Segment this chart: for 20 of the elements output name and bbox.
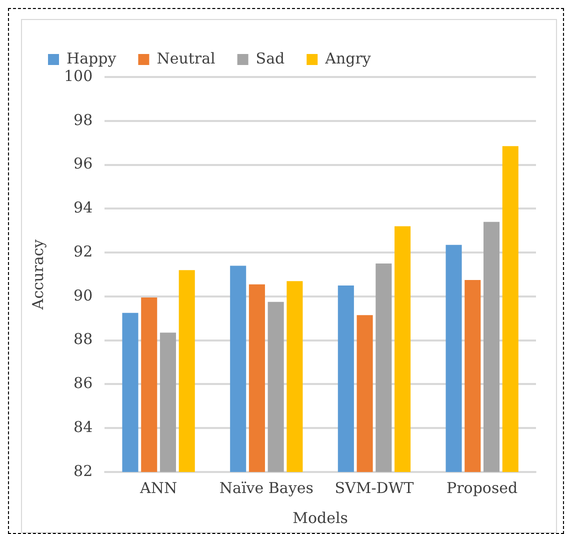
y-tick-label: 96: [74, 154, 93, 173]
x-tick-label: Naïve Bayes: [219, 478, 314, 497]
y-tick-label: 82: [74, 462, 93, 480]
legend-label: Neutral: [156, 49, 216, 68]
legend-label: Angry: [324, 49, 372, 68]
y-tick-label: 98: [74, 110, 93, 129]
legend-label: Happy: [66, 49, 117, 68]
legend-label: Sad: [256, 49, 286, 68]
x-tick-label: SVM-DWT: [334, 478, 414, 497]
y-tick-label: 84: [74, 418, 93, 436]
y-tick-label: 94: [74, 198, 93, 217]
x-axis-title: Models: [292, 508, 348, 527]
y-tick-label: 86: [74, 374, 93, 392]
y-tick-label: 100: [64, 66, 93, 85]
y-tick-label: 90: [74, 286, 93, 304]
x-tick-label: ANN: [139, 478, 178, 497]
x-tick-label: Proposed: [446, 478, 518, 497]
y-tick-label: 88: [74, 330, 93, 348]
y-tick-label: 92: [74, 242, 93, 260]
y-axis-title: Accuracy: [28, 238, 47, 311]
